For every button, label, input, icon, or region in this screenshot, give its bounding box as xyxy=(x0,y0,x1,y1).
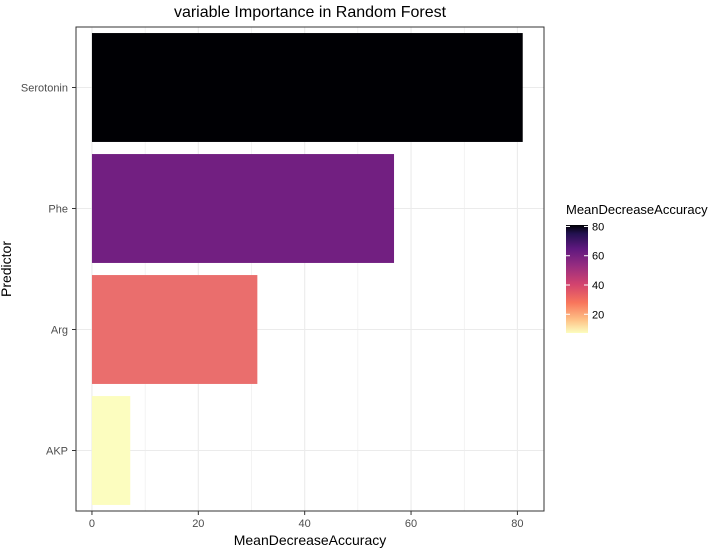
legend-tick-label: 20 xyxy=(592,309,604,321)
color-legend: MeanDecreaseAccuracy 80 60 40 20 xyxy=(566,202,708,333)
bar-phe xyxy=(91,154,395,263)
plot-border xyxy=(75,26,545,512)
x-tick-label: 20 xyxy=(192,518,204,530)
y-tick-label: Arg xyxy=(51,325,68,337)
bar-serotonin xyxy=(91,33,523,142)
legend-title: MeanDecreaseAccuracy xyxy=(566,202,708,217)
legend-tick-label: 80 xyxy=(592,221,604,233)
legend-colorbar xyxy=(566,225,588,333)
bar-arg xyxy=(91,275,258,384)
x-tick-label: 60 xyxy=(405,518,417,530)
y-tick-label: Phe xyxy=(48,204,68,216)
x-tick-label: 0 xyxy=(89,518,95,530)
legend-tick-label: 40 xyxy=(592,280,604,292)
x-tick-label: 40 xyxy=(299,518,311,530)
x-axis-ticks: 0 20 40 60 80 xyxy=(89,511,524,530)
y-tick-label: Serotonin xyxy=(21,83,68,95)
legend-ticks: 80 60 40 20 xyxy=(566,221,604,321)
chart-title: variable Importance in Random Forest xyxy=(174,4,447,21)
x-axis-title: MeanDecreaseAccuracy xyxy=(234,532,387,548)
y-axis-title: Predictor xyxy=(0,241,14,297)
x-tick-label: 80 xyxy=(511,518,523,530)
bar-akp xyxy=(91,396,131,505)
y-tick-label: AKP xyxy=(46,446,68,458)
legend-tick-label: 60 xyxy=(592,251,604,263)
bars xyxy=(91,33,523,505)
y-axis-ticks: Serotonin Phe Arg AKP xyxy=(21,83,76,458)
